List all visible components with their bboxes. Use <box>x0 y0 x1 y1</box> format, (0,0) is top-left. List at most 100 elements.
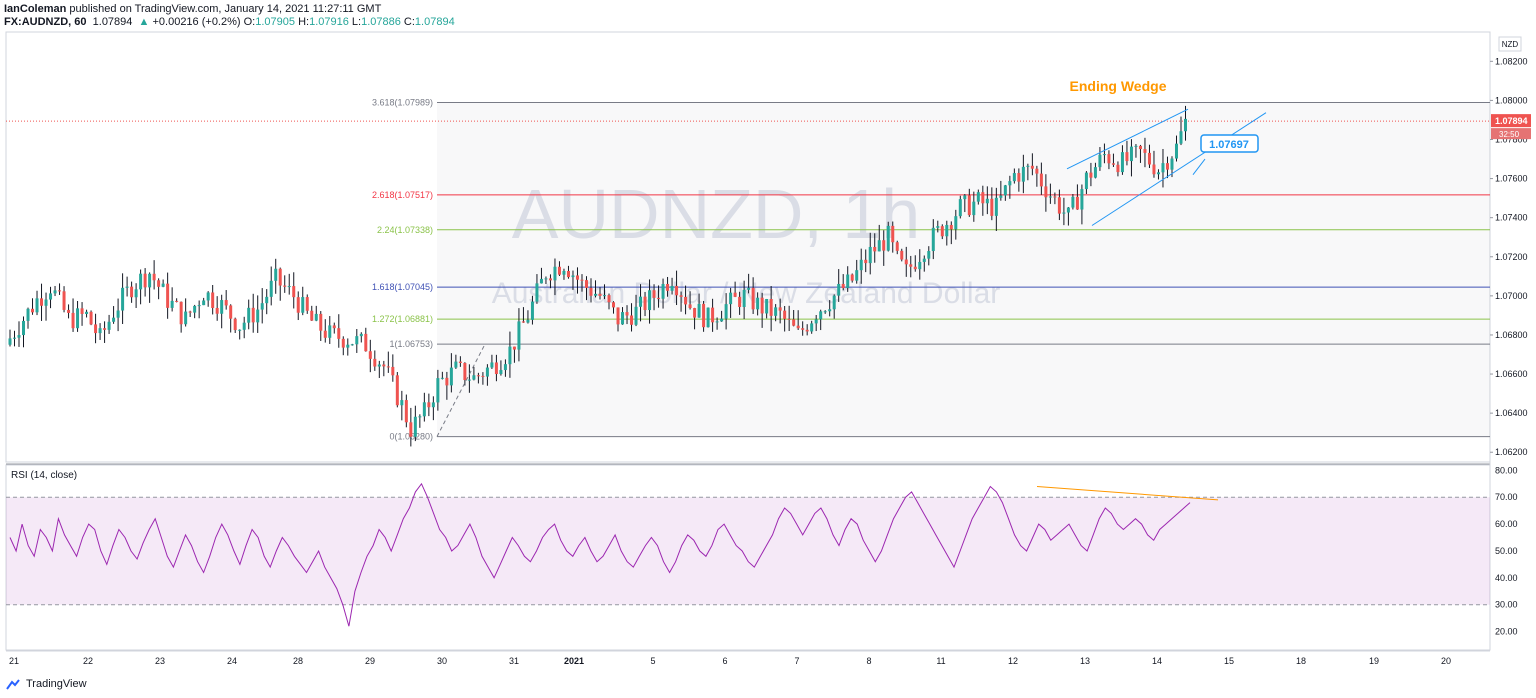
candle-body <box>368 351 372 359</box>
candle-body <box>458 361 462 363</box>
candle <box>963 194 967 213</box>
candle <box>679 291 683 312</box>
candle-body <box>1080 189 1084 210</box>
candle <box>589 278 593 303</box>
candle-body <box>499 370 503 375</box>
candle-body <box>729 292 733 305</box>
candle <box>454 354 458 369</box>
candle <box>900 248 904 262</box>
candle <box>972 191 976 222</box>
candle-body <box>13 337 17 339</box>
candle <box>323 319 327 343</box>
tradingview-logo-icon <box>6 678 20 690</box>
time-axis-label: 19 <box>1369 656 1379 666</box>
candle-body <box>242 322 246 330</box>
candle-body <box>612 302 616 308</box>
candle-body <box>53 290 57 294</box>
candle-body <box>553 266 557 281</box>
price-callout-box <box>1200 134 1259 153</box>
price-axis-label: 1.06200 <box>1495 447 1528 457</box>
callout-pointer <box>1192 158 1206 175</box>
candle <box>1161 148 1165 188</box>
candle-body <box>819 311 823 320</box>
candle <box>760 292 764 328</box>
candle-body <box>323 330 327 338</box>
candle <box>931 219 935 260</box>
candle <box>224 290 228 310</box>
candle-body <box>918 261 922 270</box>
author-name[interactable]: IanColeman <box>4 3 67 15</box>
candle-body <box>625 312 629 316</box>
candle <box>1053 192 1057 205</box>
candle-body <box>157 280 161 287</box>
candle-body <box>859 259 863 271</box>
candle-body <box>787 318 791 320</box>
candle-body <box>44 299 48 306</box>
candle-body <box>738 296 742 307</box>
candle <box>715 317 719 330</box>
candle <box>922 255 926 272</box>
candle <box>967 188 971 217</box>
candle-body <box>1066 207 1070 213</box>
candle-body <box>855 270 859 281</box>
price-axis-label: 1.08200 <box>1495 56 1528 66</box>
candle <box>148 272 152 303</box>
candle-body <box>1134 145 1138 147</box>
candle <box>229 304 233 333</box>
candle-body <box>440 377 444 379</box>
candle <box>1125 140 1129 166</box>
candle <box>103 321 107 343</box>
candle <box>557 261 561 276</box>
candle-body <box>161 283 165 287</box>
candle <box>891 221 895 253</box>
candle <box>706 307 710 328</box>
candle-body <box>972 201 976 216</box>
candle-body <box>1071 196 1075 208</box>
candle-body <box>940 226 944 237</box>
candle <box>161 279 165 288</box>
candle <box>607 293 611 310</box>
candle-body <box>58 290 62 292</box>
candle-body <box>355 336 359 345</box>
candle <box>238 329 242 340</box>
candle <box>76 300 80 332</box>
candle <box>661 278 665 309</box>
candle-body <box>593 293 597 296</box>
candle <box>26 307 30 329</box>
candle-body <box>130 286 134 298</box>
candle <box>1129 139 1133 177</box>
candle-body <box>328 325 332 338</box>
open-value: 1.07905 <box>255 16 296 28</box>
candle <box>976 189 980 205</box>
candle-body <box>679 295 683 297</box>
candle <box>188 310 192 317</box>
candle-body <box>490 362 494 368</box>
candle-body <box>494 362 498 375</box>
footer-brand[interactable]: TradingView <box>6 678 87 690</box>
time-axis-label: 14 <box>1152 656 1162 666</box>
candle <box>1003 184 1007 201</box>
candle <box>341 336 345 356</box>
candle <box>283 275 287 293</box>
candle-body <box>1147 152 1151 165</box>
candle-body <box>1030 165 1034 169</box>
candle <box>35 290 39 316</box>
candle <box>949 221 953 245</box>
candle <box>864 249 868 273</box>
candle-body <box>657 297 661 299</box>
candle <box>886 221 890 252</box>
candle-body <box>206 292 210 301</box>
candle <box>116 298 120 332</box>
candle <box>657 285 661 308</box>
candle <box>1165 156 1169 179</box>
symbol-line: FX:AUDNZD, 60 1.07894 ▲ +0.00216 (+0.2%)… <box>4 16 455 29</box>
candle <box>832 294 836 319</box>
candle <box>337 314 341 348</box>
candle <box>643 291 647 317</box>
candle <box>792 310 796 327</box>
candle-body <box>566 270 570 278</box>
candle <box>1048 183 1052 204</box>
candle <box>1152 150 1156 178</box>
candle-body <box>224 300 228 306</box>
